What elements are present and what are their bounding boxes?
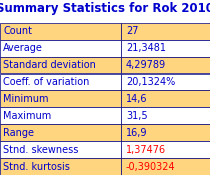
Text: 4,29789: 4,29789 [126,60,166,70]
Text: 20,1324%: 20,1324% [126,77,175,87]
Bar [0,158,121,175]
Bar [121,40,210,57]
Bar [121,158,210,175]
Text: Range: Range [3,128,34,138]
Bar [0,57,121,74]
Bar [121,141,210,158]
Bar [121,124,210,141]
Text: Stnd. skewness: Stnd. skewness [3,145,79,155]
Text: -0,390324: -0,390324 [126,162,176,172]
Text: 31,5: 31,5 [126,111,148,121]
Text: Count: Count [3,26,32,36]
Bar [121,107,210,124]
Bar [0,124,121,141]
Bar [0,107,121,124]
Text: Maximum: Maximum [3,111,51,121]
Text: Summary Statistics for Rok 2010: Summary Statistics for Rok 2010 [0,2,210,15]
Bar [121,23,210,40]
Text: Coeff. of variation: Coeff. of variation [3,77,89,87]
Text: Standard deviation: Standard deviation [3,60,96,70]
Bar [121,74,210,90]
Text: 16,9: 16,9 [126,128,147,138]
Bar [0,141,121,158]
Bar [121,57,210,74]
Bar [0,74,121,90]
Bar [0,23,121,40]
Bar [0,40,121,57]
Text: 1,37476: 1,37476 [126,145,166,155]
Text: 27: 27 [126,26,139,36]
Text: Stnd. kurtosis: Stnd. kurtosis [3,162,70,172]
Text: Minimum: Minimum [3,94,49,104]
Text: Average: Average [3,43,43,53]
Bar [0,90,121,107]
Text: 21,3481: 21,3481 [126,43,166,53]
Bar [121,90,210,107]
Text: 14,6: 14,6 [126,94,147,104]
